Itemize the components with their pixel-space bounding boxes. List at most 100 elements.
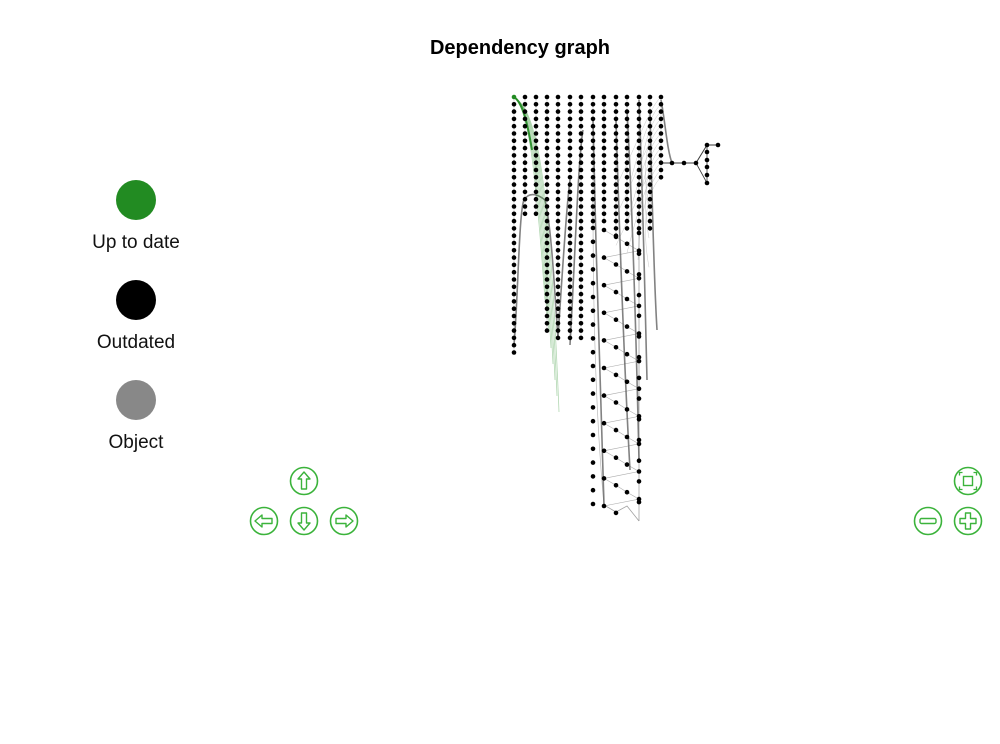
graph-node[interactable] (658, 167, 664, 173)
graph-node[interactable] (544, 145, 550, 151)
graph-node[interactable] (578, 240, 584, 246)
graph-node[interactable] (511, 248, 517, 253)
graph-node[interactable] (601, 503, 607, 509)
graph-node[interactable] (636, 386, 642, 392)
graph-node[interactable] (578, 109, 584, 114)
graph-node[interactable] (624, 226, 630, 231)
graph-node[interactable] (590, 102, 596, 107)
graph-node[interactable] (658, 145, 664, 151)
graph-node[interactable] (647, 218, 653, 224)
graph-node[interactable] (647, 145, 653, 151)
graph-node[interactable] (567, 109, 573, 114)
graph-node[interactable] (647, 109, 653, 114)
graph-node[interactable] (544, 116, 550, 122)
graph-node[interactable] (624, 296, 630, 302)
graph-node[interactable] (624, 160, 630, 165)
graph-node[interactable] (613, 102, 619, 107)
graph-node[interactable] (533, 123, 539, 129)
graph-node[interactable] (601, 145, 607, 151)
graph-node[interactable] (647, 182, 653, 187)
graph-node[interactable] (567, 277, 573, 282)
graph-node[interactable] (544, 123, 550, 129)
graph-node[interactable] (511, 350, 517, 355)
graph-node[interactable] (555, 189, 561, 195)
graph-node[interactable] (511, 218, 517, 224)
graph-node[interactable] (613, 109, 619, 114)
graph-node[interactable] (511, 313, 517, 319)
graph-node[interactable] (636, 167, 642, 173)
pan-down-button[interactable] (289, 506, 319, 536)
graph-node[interactable] (555, 299, 561, 304)
graph-node[interactable] (511, 94, 517, 100)
graph-node[interactable] (613, 116, 619, 122)
graph-node[interactable] (522, 138, 528, 144)
graph-node[interactable] (624, 462, 630, 467)
graph-node[interactable] (578, 211, 584, 217)
graph-node[interactable] (555, 255, 561, 260)
graph-node[interactable] (578, 138, 584, 144)
graph-node[interactable] (624, 196, 630, 202)
graph-node[interactable] (578, 196, 584, 202)
graph-node[interactable] (601, 211, 607, 217)
graph-node[interactable] (704, 172, 710, 178)
graph-node[interactable] (590, 153, 596, 158)
graph-node[interactable] (647, 226, 653, 231)
graph-node[interactable] (590, 253, 596, 258)
graph-node[interactable] (533, 116, 539, 122)
graph-node[interactable] (567, 299, 573, 304)
graph-node[interactable] (555, 277, 561, 282)
graph-node[interactable] (636, 479, 642, 484)
graph-node[interactable] (533, 175, 539, 180)
graph-node[interactable] (636, 358, 642, 364)
graph-node[interactable] (533, 153, 539, 158)
graph-node[interactable] (613, 289, 619, 295)
graph-node[interactable] (511, 131, 517, 136)
graph-node[interactable] (601, 227, 607, 233)
graph-node[interactable] (567, 255, 573, 260)
graph-node[interactable] (533, 94, 539, 100)
graph-node[interactable] (578, 306, 584, 312)
graph-node[interactable] (636, 102, 642, 107)
graph-node[interactable] (567, 306, 573, 312)
graph-node[interactable] (533, 160, 539, 165)
graph-node[interactable] (636, 204, 642, 209)
graph-node[interactable] (522, 102, 528, 107)
graph-node[interactable] (544, 277, 550, 282)
graph-node[interactable] (636, 292, 642, 298)
graph-node[interactable] (555, 167, 561, 173)
graph-node[interactable] (567, 321, 573, 326)
graph-node[interactable] (590, 418, 596, 424)
graph-node[interactable] (636, 189, 642, 195)
graph-node[interactable] (636, 441, 642, 447)
graph-node[interactable] (555, 306, 561, 312)
graph-node[interactable] (555, 291, 561, 297)
graph-node[interactable] (613, 218, 619, 224)
graph-node[interactable] (567, 240, 573, 246)
graph-node[interactable] (590, 196, 596, 202)
graph-node[interactable] (590, 280, 596, 286)
graph-node[interactable] (647, 196, 653, 202)
graph-node[interactable] (544, 255, 550, 260)
graph-node[interactable] (578, 255, 584, 260)
graph-node[interactable] (544, 262, 550, 268)
graph-node[interactable] (511, 182, 517, 187)
graph-node[interactable] (624, 324, 630, 329)
graph-node[interactable] (578, 189, 584, 195)
graph-node[interactable] (544, 211, 550, 217)
graph-node[interactable] (601, 167, 607, 173)
graph-node[interactable] (590, 336, 596, 341)
graph-node[interactable] (647, 189, 653, 195)
graph-node[interactable] (567, 123, 573, 129)
graph-node[interactable] (647, 160, 653, 165)
graph-node[interactable] (590, 501, 596, 507)
graph-node[interactable] (601, 175, 607, 180)
graph-node[interactable] (522, 182, 528, 187)
graph-node[interactable] (613, 204, 619, 209)
graph-node[interactable] (578, 102, 584, 107)
graph-node[interactable] (601, 189, 607, 195)
graph-node[interactable] (613, 226, 619, 231)
graph-node[interactable] (578, 204, 584, 209)
graph-node[interactable] (681, 160, 687, 166)
graph-node[interactable] (624, 241, 630, 247)
graph-node[interactable] (533, 138, 539, 144)
